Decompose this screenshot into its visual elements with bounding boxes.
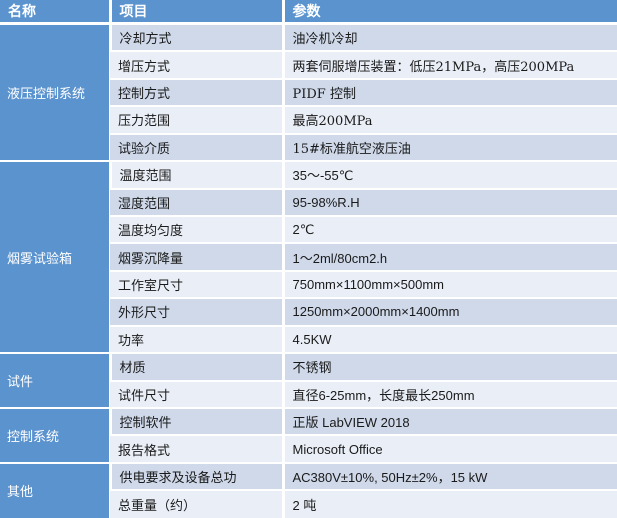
param-cell: AC380V±10%, 50Hz±2%，15 kW (281, 462, 617, 492)
table-row: 外形尺寸 1250mm×2000mm×1400mm (0, 298, 617, 327)
item-cell: 烟雾沉降量 (110, 243, 283, 272)
param-cell: 1250mm×2000mm×1400mm (281, 298, 617, 327)
item-cell: 试验介质 (110, 133, 283, 163)
table-row: 压力范围 最高200MPa (0, 106, 617, 135)
item-cell: 总重量（约） (110, 490, 283, 518)
item-cell: 湿度范围 (110, 188, 283, 217)
item-cell: 工作室尺寸 (110, 270, 283, 300)
table-row: 液压控制系统 冷却方式 油冷机冷却 (0, 23, 617, 163)
param-cell: 油冷机冷却 (281, 23, 617, 53)
param-cell: 750mm×1100mm×500mm (281, 270, 617, 300)
table-row: 试件尺寸 直径6-25mm，长度最长250mm (0, 380, 617, 410)
group-smoke-test-chamber: 烟雾试验箱 (0, 161, 110, 355)
table-row: 报告格式 Microsoft Office (0, 435, 617, 464)
param-cell: 95-98%R.H (281, 188, 617, 217)
group-specimen: 试件 (0, 353, 110, 410)
param-cell: 不锈钢 (281, 353, 617, 382)
param-cell: 2 吨 (281, 490, 617, 518)
table-row: 总重量（约） 2 吨 (0, 490, 617, 518)
item-cell: 外形尺寸 (110, 298, 283, 327)
col-header-parameter: 参数 (281, 0, 617, 26)
group-control-system: 控制系统 (0, 408, 110, 464)
group-other: 其他 (0, 462, 110, 518)
item-cell: 控制软件 (108, 408, 283, 437)
item-cell: 增压方式 (110, 51, 283, 80)
item-cell: 报告格式 (110, 435, 283, 464)
item-cell: 试件尺寸 (110, 380, 283, 410)
item-cell: 压力范围 (110, 106, 283, 135)
param-cell: 两套伺服增压装置：低压21MPa，高压200MPa (281, 51, 617, 80)
param-cell: 15#标准航空液压油 (281, 133, 617, 163)
table-row: 试件 材质 不锈钢 (0, 353, 617, 410)
item-cell: 控制方式 (110, 78, 283, 108)
col-header-name: 名称 (0, 0, 110, 26)
table-row: 控制方式 PIDF 控制 (0, 78, 617, 108)
table-row: 湿度范围 95-98%R.H (0, 188, 617, 217)
param-cell: 4.5KW (281, 325, 617, 355)
item-cell: 供电要求及设备总功 (108, 462, 283, 492)
param-cell: 正版 LabVIEW 2018 (281, 408, 617, 437)
param-cell: 35～-55℃ (281, 161, 617, 190)
table-row: 控制系统 控制软件 正版 LabVIEW 2018 (0, 408, 617, 464)
param-cell: 1～2ml/80cm2.h (281, 243, 617, 272)
table-row: 烟雾试验箱 温度范围 35～-55℃ (0, 161, 617, 355)
item-cell: 材质 (108, 353, 283, 382)
table-row: 试验介质 15#标准航空液压油 (0, 133, 617, 163)
param-cell: 直径6-25mm，长度最长250mm (281, 380, 617, 410)
table-row: 烟雾沉降量 1～2ml/80cm2.h (0, 243, 617, 272)
item-cell: 冷却方式 (108, 23, 283, 53)
param-cell: 2℃ (281, 215, 617, 245)
group-hydraulic-control-system: 液压控制系统 (0, 23, 110, 163)
table-row: 功率 4.5KW (0, 325, 617, 355)
col-header-item: 项目 (108, 0, 283, 26)
table-row: 工作室尺寸 750mm×1100mm×500mm (0, 270, 617, 300)
item-cell: 温度范围 (108, 161, 283, 190)
param-cell: 最高200MPa (281, 106, 617, 135)
param-cell: PIDF 控制 (281, 78, 617, 108)
item-cell: 功率 (110, 325, 283, 355)
table-row: 增压方式 两套伺服增压装置：低压21MPa，高压200MPa (0, 51, 617, 80)
table-row: 其他 供电要求及设备总功 AC380V±10%, 50Hz±2%，15 kW (0, 462, 617, 518)
header-row: 名称 项目 参数 (0, 0, 617, 26)
item-cell: 温度均匀度 (110, 215, 283, 245)
param-cell: Microsoft Office (281, 435, 617, 464)
table-row: 温度均匀度 2℃ (0, 215, 617, 245)
